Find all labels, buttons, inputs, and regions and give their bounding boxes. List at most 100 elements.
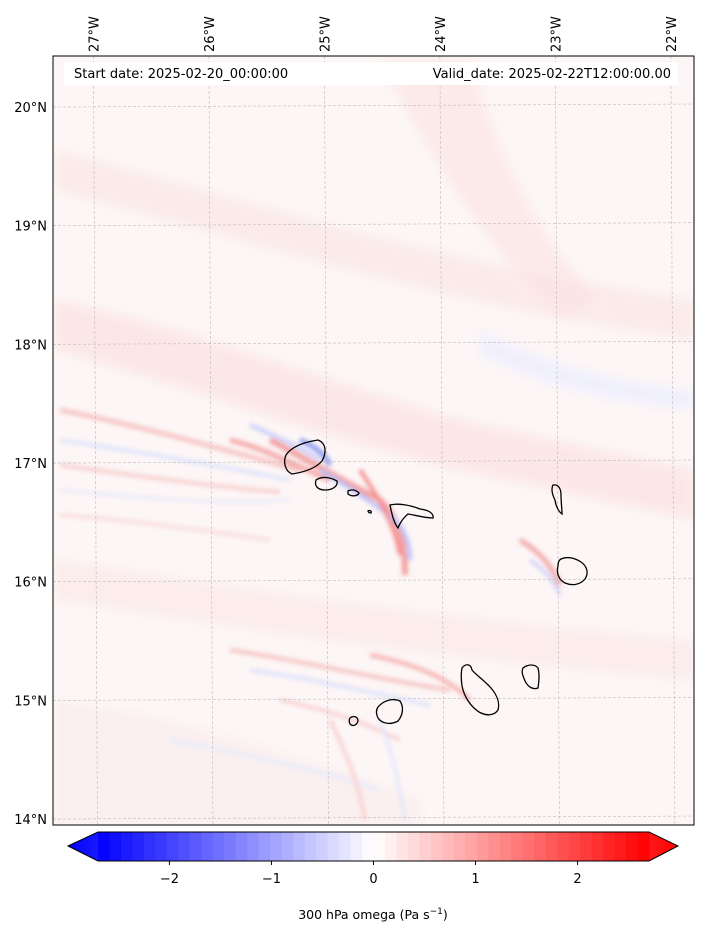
colorbar-band xyxy=(155,832,168,861)
parallel-line xyxy=(53,341,694,345)
colorbar-band xyxy=(557,832,570,861)
parallel-line xyxy=(53,815,694,820)
gridlines xyxy=(53,56,694,825)
colorbar-band xyxy=(407,832,420,861)
colorbar-band xyxy=(373,832,386,861)
colorbar-band xyxy=(614,832,627,861)
colorbar-band xyxy=(580,832,593,861)
colorbar-band xyxy=(430,832,443,861)
omega-field xyxy=(55,60,694,825)
colorbar-tick-label: 1 xyxy=(471,872,479,887)
colorbar-band xyxy=(442,832,455,861)
colorbar-tick-label: −1 xyxy=(262,872,281,887)
colorbar-band xyxy=(476,832,489,861)
colorbar-band xyxy=(178,832,191,861)
colorbar-band xyxy=(396,832,409,861)
colorbar-band xyxy=(637,832,650,861)
colorbar-band xyxy=(362,832,374,861)
latitude-tick-label: 17°N xyxy=(14,457,47,472)
colorbar-ticks: −2 −1 0 1 2 xyxy=(160,861,582,887)
colorbar-tick-label: −2 xyxy=(160,872,179,887)
island-branco xyxy=(367,509,372,514)
parallel-line xyxy=(53,697,694,701)
colorbar-band xyxy=(568,832,581,861)
colorbar-band xyxy=(224,832,237,861)
colorbar-band xyxy=(316,832,329,861)
colorbar-outline xyxy=(66,831,680,862)
colorbar-band xyxy=(339,832,352,861)
meridian-line xyxy=(208,56,214,825)
longitude-tick-label: 25°W xyxy=(318,16,333,52)
colorbar-band xyxy=(304,832,317,861)
colorbar-label-main: 300 hPa omega (Pa s xyxy=(298,907,429,922)
island-boa-vista xyxy=(556,556,588,586)
latitude-tick-label: 20°N xyxy=(14,101,47,116)
colorbar-label: 300 hPa omega (Pa s−1) xyxy=(298,907,448,922)
colorbar-band xyxy=(327,832,340,861)
colorbar-band xyxy=(419,832,432,861)
wave-streaks xyxy=(59,407,563,821)
island-sal xyxy=(551,484,563,516)
island-sao-nicolau xyxy=(389,503,434,530)
island-maio xyxy=(521,664,540,690)
colorbar-band xyxy=(189,832,202,861)
latitude-tick-label: 15°N xyxy=(14,694,47,709)
start-date-text: Start date: 2025-02-20_00:00:00 xyxy=(74,67,288,82)
colorbar-band xyxy=(350,832,363,861)
colorbar-band xyxy=(293,832,306,861)
colorbar-band xyxy=(499,832,512,861)
colorbar-band xyxy=(258,832,271,861)
colorbar-band xyxy=(626,832,639,861)
colorbar-band xyxy=(143,832,156,861)
colorbar-bands xyxy=(98,832,650,861)
colorbar-band xyxy=(109,832,122,861)
longitude-labels: 27°W 26°W 25°W 24°W 23°W 22°W xyxy=(87,16,679,52)
colorbar-label-exponent: −1 xyxy=(430,907,443,917)
colorbar: −2 −1 0 1 2 300 hPa omega (Pa s−1) xyxy=(66,831,680,922)
colorbar-band xyxy=(488,832,501,861)
header-background xyxy=(64,62,678,85)
meridian-line xyxy=(439,56,445,825)
longitude-tick-label: 23°W xyxy=(549,16,564,52)
latitude-tick-label: 16°N xyxy=(14,576,47,591)
colorbar-band xyxy=(235,832,248,861)
colorbar-band xyxy=(247,832,260,861)
colorbar-band xyxy=(591,832,604,861)
coastlines xyxy=(284,439,588,727)
longitude-tick-label: 27°W xyxy=(87,16,102,52)
colorbar-band xyxy=(120,832,133,861)
latitude-tick-label: 18°N xyxy=(14,338,47,353)
colorbar-band xyxy=(384,832,397,861)
island-sao-vicente xyxy=(314,476,338,491)
meridian-line xyxy=(324,56,329,825)
longitude-tick-label: 22°W xyxy=(665,16,680,52)
island-santa-luzia xyxy=(347,489,360,497)
parallel-line xyxy=(53,578,694,583)
colorbar-band xyxy=(166,832,179,861)
parallel-line xyxy=(53,103,694,108)
island-santo-antao xyxy=(284,439,326,475)
colorbar-band xyxy=(522,832,535,861)
colorbar-tick-label: 0 xyxy=(369,872,377,887)
colorbar-band xyxy=(98,832,110,861)
background-bands xyxy=(55,60,694,825)
colorbar-band xyxy=(465,832,478,861)
map-frame xyxy=(52,55,695,826)
colorbar-band xyxy=(132,832,145,861)
colorbar-band xyxy=(212,832,225,861)
island-santiago xyxy=(460,664,500,716)
parallel-line xyxy=(53,222,694,227)
colorbar-tick-label: 2 xyxy=(573,872,581,887)
colorbar-band xyxy=(281,832,294,861)
colorbar-label-close: ) xyxy=(443,907,448,922)
header-box: Start date: 2025-02-20_00:00:00 Valid_da… xyxy=(64,62,678,85)
latitude-tick-label: 19°N xyxy=(14,220,47,235)
meridian-line xyxy=(93,56,98,825)
colorbar-band xyxy=(270,832,283,861)
valid-date-text: Valid_date: 2025-02-22T12:00:00.00 xyxy=(433,67,671,82)
colorbar-band xyxy=(545,832,558,861)
latitude-tick-label: 14°N xyxy=(14,813,47,828)
colorbar-band xyxy=(201,832,214,861)
longitude-tick-label: 26°W xyxy=(203,16,218,52)
